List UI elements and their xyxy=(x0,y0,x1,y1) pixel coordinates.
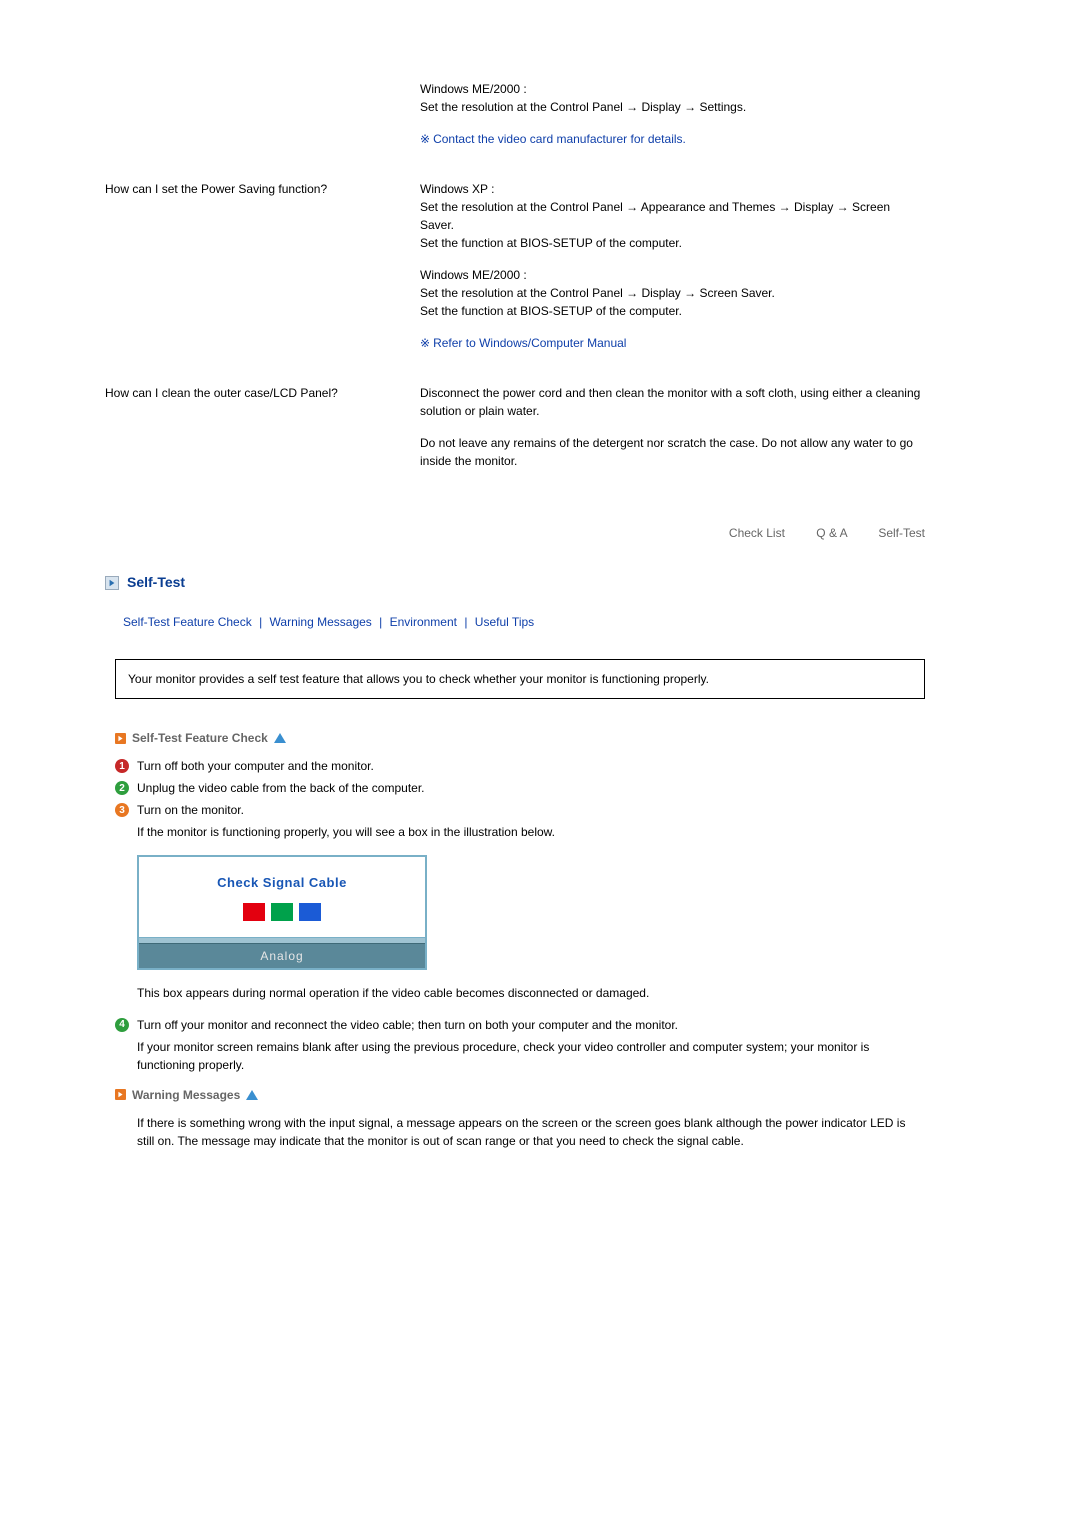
answer-text: Do not leave any remains of the detergen… xyxy=(420,434,925,470)
section-title: Self-Test xyxy=(127,572,185,593)
tab-checklist[interactable]: Check List xyxy=(729,526,785,540)
reference-mark-icon: ※ xyxy=(420,336,429,350)
subsection-header: Self-Test Feature Check xyxy=(115,729,925,747)
intro-box: Your monitor provides a self test featur… xyxy=(115,659,925,699)
subsection-title: Self-Test Feature Check xyxy=(132,729,268,747)
back-to-top-icon[interactable] xyxy=(246,1090,258,1100)
list-item: 3 Turn on the monitor. xyxy=(115,801,925,819)
separator: | xyxy=(379,615,382,629)
illustration: Check Signal Cable Analog xyxy=(137,855,925,970)
blue-square xyxy=(299,903,321,921)
qa-row: Windows ME/2000 : Set the resolution at … xyxy=(105,80,925,162)
separator: | xyxy=(259,615,262,629)
bullet-icon xyxy=(115,1089,126,1100)
link-useful-tips[interactable]: Useful Tips xyxy=(475,615,534,629)
link-selftest-feature[interactable]: Self-Test Feature Check xyxy=(123,615,252,629)
numbered-list: 1 Turn off both your computer and the mo… xyxy=(115,757,925,819)
list-item: 2 Unplug the video cable from the back o… xyxy=(115,779,925,797)
sub-links: Self-Test Feature Check | Warning Messag… xyxy=(123,613,925,631)
number-badge-2: 2 xyxy=(115,781,129,795)
bullet-icon xyxy=(115,733,126,744)
answer-note: ※Contact the video card manufacturer for… xyxy=(420,130,925,148)
qa-answer: Disconnect the power cord and then clean… xyxy=(420,384,925,484)
qa-answer: Windows XP : Set the resolution at the C… xyxy=(420,180,925,366)
color-squares xyxy=(149,903,415,921)
answer-note: ※Refer to Windows/Computer Manual xyxy=(420,334,925,352)
link-environment[interactable]: Environment xyxy=(390,615,457,629)
diagram-label: Check Signal Cable xyxy=(149,873,415,893)
step-continuation: If your monitor screen remains blank aft… xyxy=(137,1038,925,1074)
section-header: Self-Test xyxy=(105,572,925,593)
qa-question: How can I clean the outer case/LCD Panel… xyxy=(105,384,420,484)
qa-row: How can I clean the outer case/LCD Panel… xyxy=(105,384,925,484)
link-warning-messages[interactable]: Warning Messages xyxy=(270,615,372,629)
section-arrow-icon xyxy=(105,576,119,590)
nav-tabs: Check List Q & A Self-Test xyxy=(105,524,925,542)
qa-question: How can I set the Power Saving function? xyxy=(105,180,420,366)
answer-text: Disconnect the power cord and then clean… xyxy=(420,384,925,420)
qa-row: How can I set the Power Saving function?… xyxy=(105,180,925,366)
mode-bar: Analog xyxy=(139,943,425,968)
paragraph: If there is something wrong with the inp… xyxy=(137,1114,925,1150)
answer-text: Windows ME/2000 : Set the resolution at … xyxy=(420,80,925,116)
answer-text: Windows XP : Set the resolution at the C… xyxy=(420,180,925,252)
number-badge-4: 4 xyxy=(115,1018,129,1032)
number-badge-3: 3 xyxy=(115,803,129,817)
number-badge-1: 1 xyxy=(115,759,129,773)
qa-question xyxy=(105,80,420,162)
step-continuation: If the monitor is functioning properly, … xyxy=(137,823,925,841)
monitor-diagram: Check Signal Cable Analog xyxy=(137,855,427,970)
qa-answer: Windows ME/2000 : Set the resolution at … xyxy=(420,80,925,162)
back-to-top-icon[interactable] xyxy=(274,733,286,743)
step-text: Turn off both your computer and the moni… xyxy=(137,757,925,775)
subsection-header: Warning Messages xyxy=(115,1086,925,1104)
separator: | xyxy=(464,615,467,629)
tab-selftest[interactable]: Self-Test xyxy=(878,526,925,540)
subsection-title: Warning Messages xyxy=(132,1086,240,1104)
list-item: 1 Turn off both your computer and the mo… xyxy=(115,757,925,775)
list-item: 4 Turn off your monitor and reconnect th… xyxy=(115,1016,925,1034)
answer-text: Windows ME/2000 : Set the resolution at … xyxy=(420,266,925,320)
step-text: Turn off your monitor and reconnect the … xyxy=(137,1016,925,1034)
green-square xyxy=(271,903,293,921)
intro-text: Your monitor provides a self test featur… xyxy=(128,672,709,686)
step-text: Unplug the video cable from the back of … xyxy=(137,779,925,797)
reference-mark-icon: ※ xyxy=(420,132,429,146)
paragraph: This box appears during normal operation… xyxy=(137,984,925,1002)
step-text: Turn on the monitor. xyxy=(137,801,925,819)
tab-qa[interactable]: Q & A xyxy=(816,526,847,540)
numbered-list: 4 Turn off your monitor and reconnect th… xyxy=(115,1016,925,1034)
red-square xyxy=(243,903,265,921)
